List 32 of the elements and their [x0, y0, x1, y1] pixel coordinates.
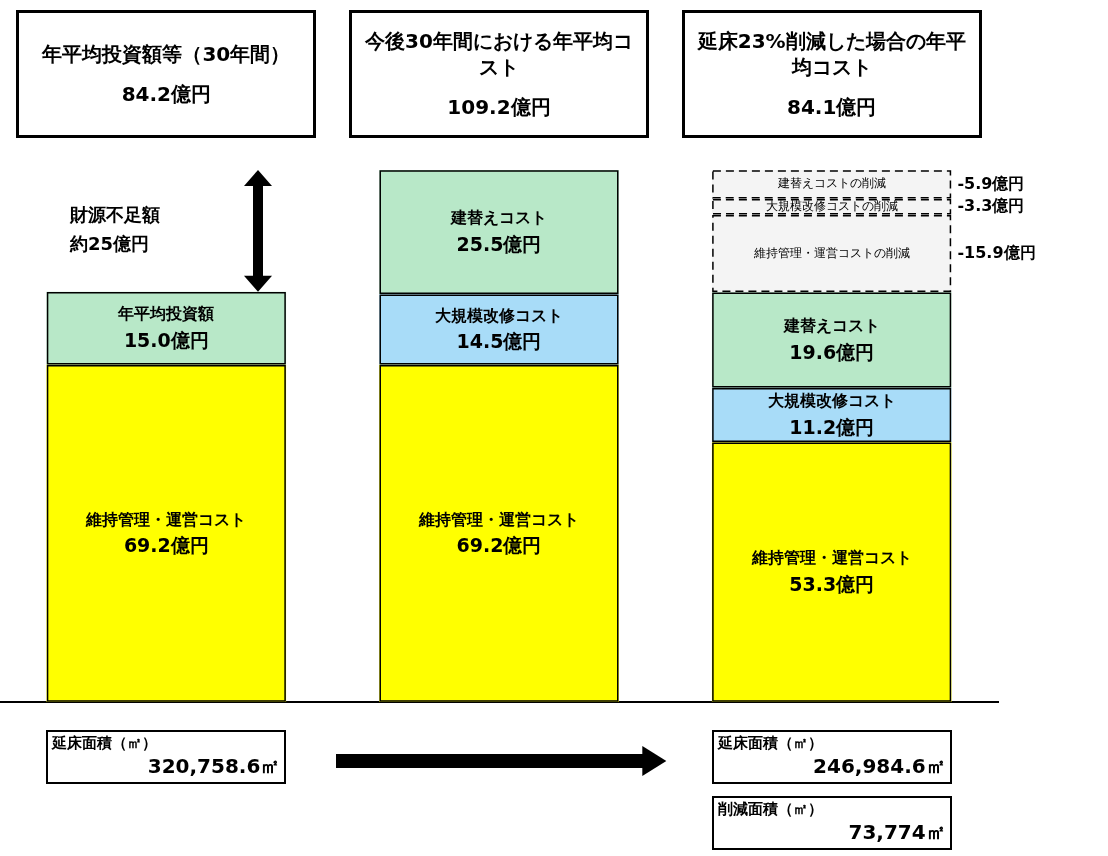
- text: 延床面積（㎡） 320,758.6㎡: [52, 734, 281, 780]
- series-label: 建替えコストの削減: [776, 176, 886, 191]
- series-label: 維持管理・運営コスト: [85, 509, 247, 529]
- series-label: 年平均投資額: [117, 304, 215, 324]
- text: 維持管理・運営コスト: [419, 509, 579, 529]
- text: 延床面積（㎡） 246,984.6㎡: [717, 734, 946, 780]
- text: 84.2億円: [121, 81, 211, 107]
- text: 大規模改修コスト: [435, 305, 563, 325]
- annotation: -15.9億円: [957, 242, 1036, 262]
- text: 削減面積（㎡） 73,774㎡: [717, 800, 946, 844]
- annotation: -3.3億円: [957, 195, 1025, 215]
- annotation: -5.9億円: [957, 173, 1025, 193]
- text: 84.1億円: [786, 94, 877, 120]
- series-label: 大規模改修コスト: [767, 391, 896, 411]
- series-label: 大規模改修コストの削減: [765, 198, 898, 213]
- series-label: 建替えコスト: [781, 316, 880, 336]
- text: 建替えコスト: [451, 208, 547, 228]
- text: 維持管理・運営コスト: [751, 548, 912, 568]
- x-tick-label: 年平均投資額等（30年間）: [42, 41, 291, 67]
- data-label: 19.6億円: [789, 340, 875, 363]
- data-label: 14.5億円: [456, 330, 542, 353]
- data-label: 53.3億円: [789, 573, 875, 596]
- data-label: 69.2億円: [123, 534, 209, 557]
- data-label: 11.2億円: [789, 415, 875, 438]
- text: 109.2億円: [447, 94, 551, 120]
- x-tick-label: 延床23%削減した場合の年平均コスト: [696, 28, 967, 80]
- data-label: 69.2億円: [456, 534, 542, 557]
- data-label: 15.0億円: [123, 329, 209, 352]
- annotation: 財源不足額約25億円: [70, 202, 161, 256]
- x-tick-label: 今後30年間における年平均コスト: [364, 28, 634, 80]
- data-label: 25.5億円: [456, 233, 542, 256]
- series-label: 維持管理・運営コストの削減: [752, 245, 910, 260]
